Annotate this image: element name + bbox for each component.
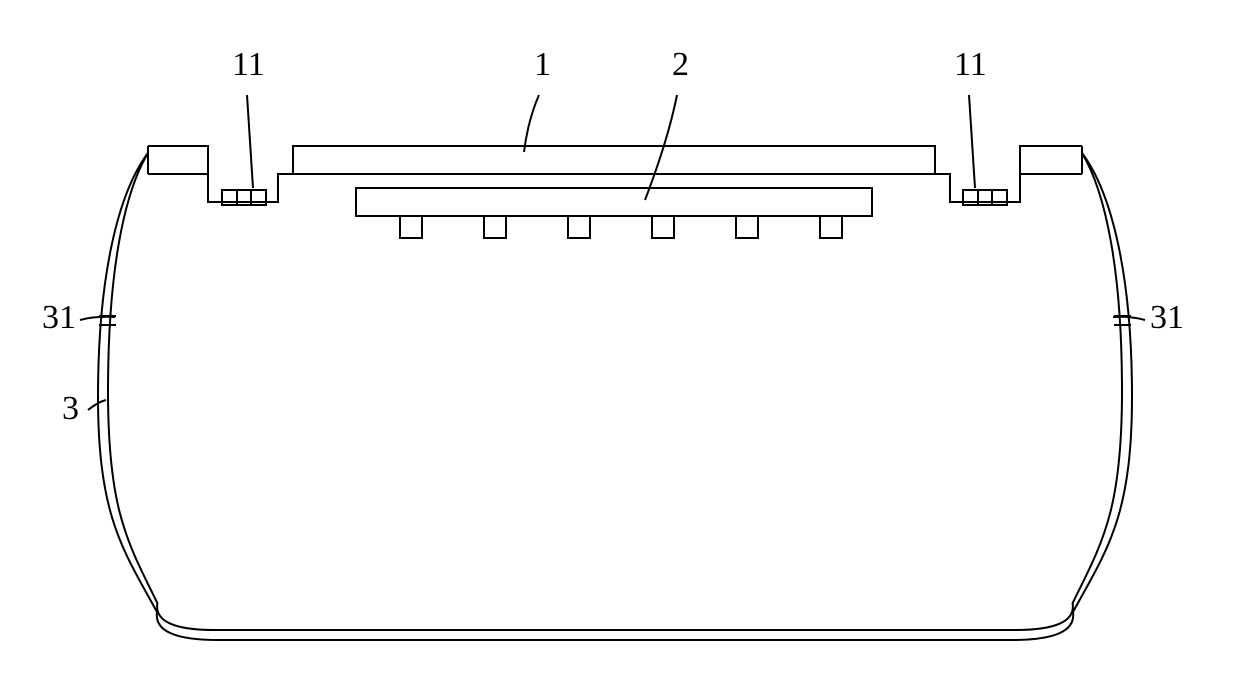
peg	[820, 216, 842, 238]
peg	[652, 216, 674, 238]
peg	[484, 216, 506, 238]
leader-line	[645, 95, 677, 200]
leader-line	[88, 400, 106, 410]
peg	[400, 216, 422, 238]
inner-plate	[356, 188, 872, 216]
outer-shell-inner	[108, 153, 1122, 630]
leader-line	[247, 95, 253, 188]
leader-line	[524, 95, 539, 152]
callout-label: 3	[62, 390, 79, 427]
outer-shell-outer	[98, 153, 1132, 640]
callout-label: 11	[232, 46, 265, 83]
leader-line	[969, 95, 975, 188]
callout-label: 31	[1150, 299, 1184, 336]
callout-label: 1	[534, 46, 551, 83]
peg	[736, 216, 758, 238]
callout-label: 31	[42, 299, 76, 336]
callout-label: 11	[954, 46, 987, 83]
callout-label: 2	[672, 46, 689, 83]
peg	[568, 216, 590, 238]
